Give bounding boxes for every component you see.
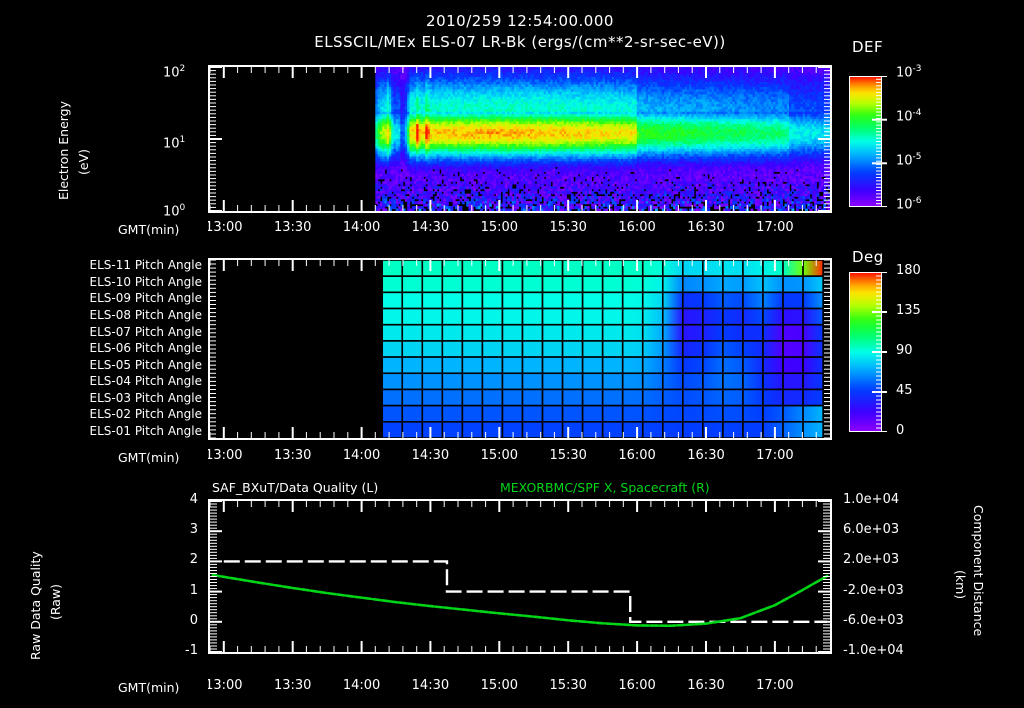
panel2-plot-area [208,258,832,440]
panel1-ylabel: Electron Energy [56,100,71,200]
panel1-ytick-100: 102 [163,64,186,81]
panel1-ytick-10: 101 [163,135,186,152]
deg-tick-90: 90 [896,343,913,358]
panel1-yunits: (eV) [76,149,91,175]
panel3-ytick-right: -2.0e+03 [843,582,904,598]
panel1-xtick-labels: 13:00 13:30 14:00 14:30 15:00 15:30 16:00 16:30… [208,220,794,235]
header-line-2: ELSSCIL/MEx ELS-07 LR-Bk (ergs/(cm**2-sr… [314,33,726,51]
panel2-row-label: ELS-02 Pitch Angle [89,407,202,422]
panel3-yunits-right: (km) [953,570,968,600]
panel1-xlabel: GMT(min) [118,222,180,237]
panel2-row-label: ELS-07 Pitch Angle [89,324,202,339]
panel3-ytick-left: 1 [189,582,198,598]
deg-tick-45: 45 [896,383,913,398]
panel3-plot-area [208,499,832,654]
panel3-ytick-left: 3 [189,522,198,538]
panel1-spectrogram [210,67,830,211]
panel3-axis-ticks [209,500,830,653]
panel1-ytick-1: 100 [163,203,186,220]
panel3-ytick-left: -1 [185,643,198,658]
panel3-ytick-right: -1.0e+04 [843,643,904,658]
def-tick-1e-6: 10-6 [896,196,922,213]
panel2-xtick-labels: 13:00 13:30 14:00 14:30 15:00 15:30 16:00 16:30… [208,448,794,463]
panel2-row-label: ELS-05 Pitch Angle [89,357,202,372]
panel1-axis-ticks [209,66,830,212]
panel3-title-left: SAF_BXuT/Data Quality (L) [212,480,379,495]
panel2-row-label: ELS-03 Pitch Angle [89,390,202,405]
panel2-row-label: ELS-09 Pitch Angle [89,291,202,306]
panel2-pitch-angle-grid [210,260,830,438]
def-tick-1e-3: 10-3 [896,64,922,81]
panel3-ytick-right: 1.0e+04 [843,492,900,507]
panel2-row-label: ELS-11 Pitch Angle [89,258,202,273]
panel1-plot-area [208,65,832,213]
deg-tick-0: 0 [896,423,905,438]
panel3-ytick-left: 0 [189,612,198,628]
panel2-xlabel: GMT(min) [118,450,180,465]
panel2-row-label: ELS-06 Pitch Angle [89,341,202,355]
header-line-1: 2010/259 12:54:00.000 [426,12,614,30]
panel3-ytick-left: 2 [189,552,198,568]
deg-colorbar-ticks [872,272,887,432]
def-tick-1e-5: 10-5 [896,152,922,169]
panel3-ytick-right: 2.0e+03 [843,552,900,568]
panel2-row-label: ELS-01 Pitch Angle [89,423,202,438]
panel3-ytick-right: 6.0e+03 [843,522,900,538]
def-tick-1e-4: 10-4 [896,108,922,125]
panel3-ylabel-right: Component Distance [971,505,986,637]
panel3-title-right: MEXORBMC/SPF X, Spacecraft (R) [500,480,710,495]
panel2-axis-ticks [209,259,830,439]
deg-tick-180: 180 [896,263,921,278]
panel3-xtick-labels: 13:00 13:30 14:00 14:30 15:00 15:30 16:00 16:30… [208,678,794,693]
panel2-row-label: ELS-04 Pitch Angle [89,374,202,389]
panel3-xlabel: GMT(min) [118,680,180,695]
panel1-colorbar-title: DEF [852,38,884,56]
panel2-row-label: ELS-10 Pitch Angle [89,274,202,289]
panel3-ytick-left: 4 [189,492,198,507]
panel3-yunits-left: (Raw) [48,583,63,620]
panel3-ytick-right: -6.0e+03 [843,612,904,628]
def-colorbar-ticks [872,76,887,207]
panel2-colorbar-title: Deg [852,248,884,266]
panel2-row-label: ELS-08 Pitch Angle [89,307,202,322]
panel3-ylabel-left: Raw Data Quality [28,551,43,660]
deg-tick-135: 135 [896,303,921,318]
panel3-traces [210,501,830,652]
